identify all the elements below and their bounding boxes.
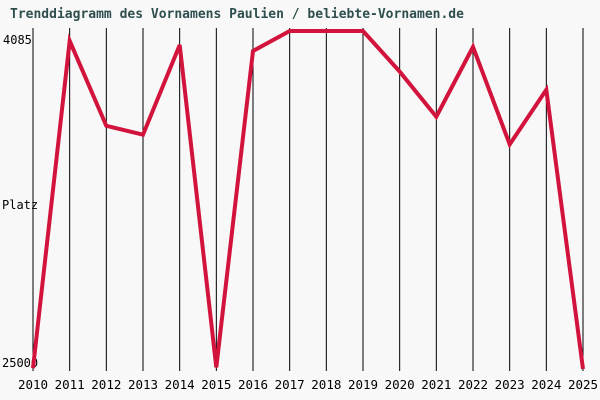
x-tick-label-2021: 2021: [421, 377, 451, 392]
x-tick-label-2015: 2015: [201, 377, 231, 392]
x-tick-label-2010: 2010: [18, 377, 48, 392]
x-tick-label-2022: 2022: [458, 377, 488, 392]
x-tick-label-2011: 2011: [55, 377, 85, 392]
x-tick-label-2024: 2024: [531, 377, 561, 392]
x-tick-label-2020: 2020: [385, 377, 415, 392]
x-tick-label-2019: 2019: [348, 377, 378, 392]
x-tick-label-2023: 2023: [495, 377, 525, 392]
x-tick-label-2014: 2014: [165, 377, 195, 392]
x-tick-label-2013: 2013: [128, 377, 158, 392]
y-axis-title: Platz: [2, 198, 39, 212]
x-tick-label-2018: 2018: [311, 377, 341, 392]
y-axis-bottom-label: 25000: [2, 356, 39, 370]
x-tick-label-2017: 2017: [275, 377, 305, 392]
y-axis-top-label: 4085: [3, 33, 32, 47]
x-tick-label-2016: 2016: [238, 377, 268, 392]
trend-line: [31, 29, 585, 370]
chart-title: Trenddiagramm des Vornamens Paulien / be…: [10, 7, 464, 22]
x-tick-label-2025: 2025: [568, 377, 598, 392]
x-tick-label-2012: 2012: [91, 377, 121, 392]
